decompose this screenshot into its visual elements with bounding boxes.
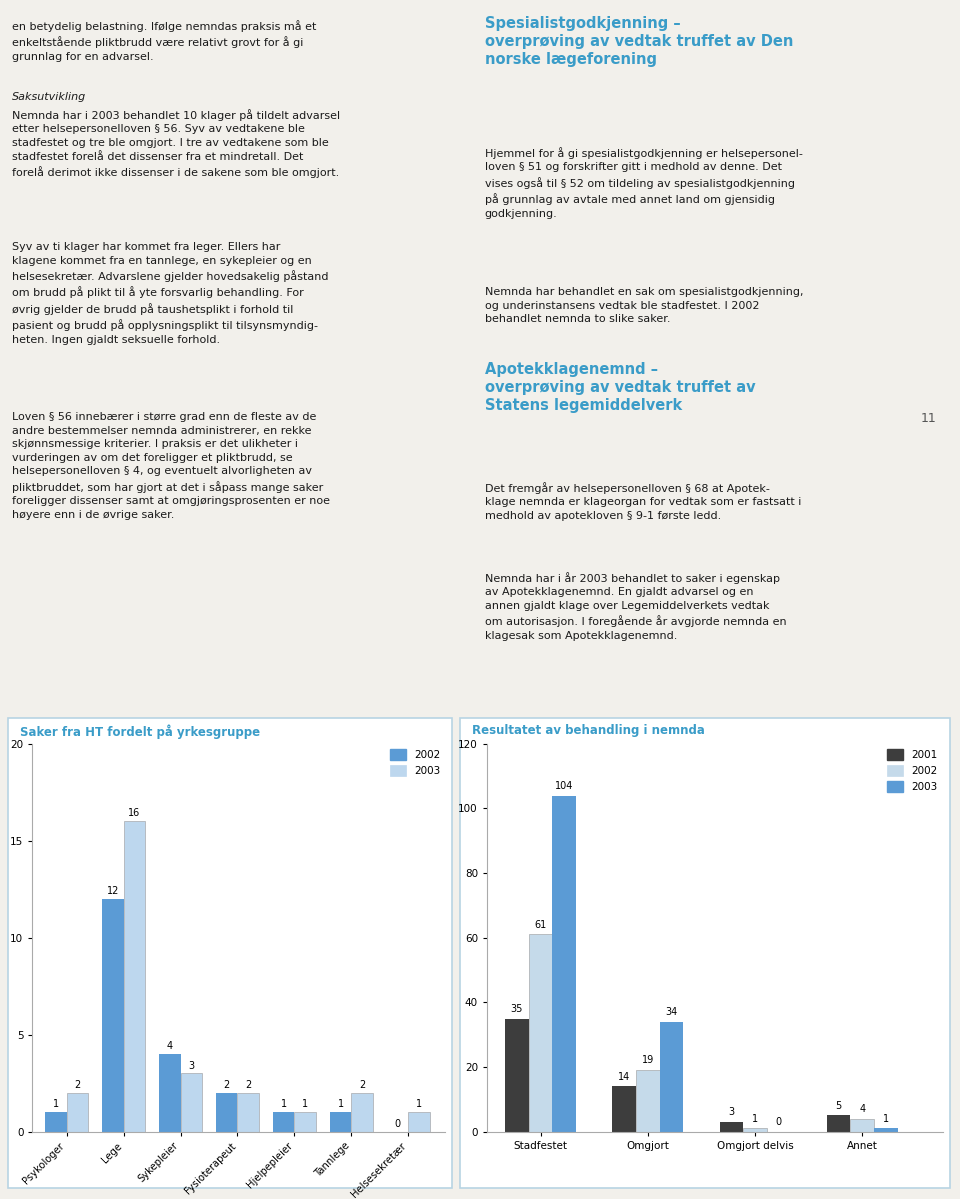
Text: 0: 0	[776, 1116, 781, 1127]
Text: 2: 2	[245, 1080, 252, 1090]
Text: Saksutvikling: Saksutvikling	[12, 92, 85, 102]
Bar	[720, 1122, 743, 1132]
Text: Nemnda har i år 2003 behandlet to saker i egenskap
av Apotekklagenemnd. En gjald: Nemnda har i år 2003 behandlet to saker …	[485, 572, 786, 641]
Text: 34: 34	[665, 1007, 678, 1017]
Bar	[827, 1115, 851, 1132]
Bar	[295, 1113, 316, 1132]
Text: 1: 1	[280, 1099, 287, 1109]
Bar	[743, 1128, 767, 1132]
Text: 1: 1	[883, 1114, 889, 1123]
Text: Spesialistgodkjenning –
overprøving av vedtak truffet av Den
norske lægeforening: Spesialistgodkjenning – overprøving av v…	[485, 16, 793, 67]
Bar	[216, 1092, 237, 1132]
Bar	[636, 1071, 660, 1132]
Text: 2: 2	[359, 1080, 366, 1090]
Bar	[158, 1054, 180, 1132]
Bar	[660, 1022, 684, 1132]
Legend: 2001, 2002, 2003: 2001, 2002, 2003	[887, 749, 938, 793]
Legend: 2002, 2003: 2002, 2003	[390, 749, 440, 776]
Text: 1: 1	[752, 1114, 758, 1123]
Text: 1: 1	[338, 1099, 344, 1109]
Bar	[273, 1113, 295, 1132]
Bar	[612, 1086, 636, 1132]
Text: 2: 2	[74, 1080, 81, 1090]
Text: 12: 12	[107, 886, 119, 896]
Text: 3: 3	[188, 1061, 194, 1071]
Bar	[529, 934, 552, 1132]
Text: 5: 5	[835, 1101, 842, 1110]
Text: en betydelig belastning. Ifølge nemndas praksis må et
enkeltstående pliktbrudd v: en betydelig belastning. Ifølge nemndas …	[12, 20, 316, 62]
Text: 16: 16	[129, 808, 140, 819]
Bar	[874, 1128, 898, 1132]
Bar	[329, 1113, 351, 1132]
Text: Hjemmel for å gi spesialistgodkjenning er helsepersonel-
loven § 51 og forskrift: Hjemmel for å gi spesialistgodkjenning e…	[485, 147, 803, 219]
Text: 19: 19	[641, 1055, 654, 1066]
Bar	[180, 1073, 203, 1132]
Text: Loven § 56 innebærer i større grad enn de fleste av de
andre bestemmelser nemnda: Loven § 56 innebærer i større grad enn d…	[12, 412, 329, 520]
Text: 4: 4	[167, 1041, 173, 1052]
Text: 2: 2	[224, 1080, 229, 1090]
Text: 0: 0	[395, 1119, 400, 1128]
Text: 1: 1	[302, 1099, 308, 1109]
Bar	[45, 1113, 66, 1132]
Text: Det fremgår av helsepersonelloven § 68 at Apotek-
klage nemnda er klageorgan for: Det fremgår av helsepersonelloven § 68 a…	[485, 482, 802, 522]
Text: 35: 35	[511, 1004, 523, 1013]
Text: 104: 104	[555, 781, 573, 790]
Text: 11: 11	[921, 412, 936, 424]
Bar	[851, 1119, 874, 1132]
Bar	[66, 1092, 88, 1132]
Bar	[124, 821, 145, 1132]
Text: Syv av ti klager har kommet fra leger. Ellers har
klagene kommet fra en tannlege: Syv av ti klager har kommet fra leger. E…	[12, 242, 328, 344]
Text: Resultatet av behandling i nemnda: Resultatet av behandling i nemnda	[471, 724, 705, 737]
Bar	[351, 1092, 373, 1132]
Text: 4: 4	[859, 1104, 865, 1114]
Bar	[102, 899, 124, 1132]
Text: Nemnda har behandlet en sak om spesialistgodkjenning,
og underinstansens vedtak : Nemnda har behandlet en sak om spesialis…	[485, 287, 804, 324]
Text: Saker fra HT fordelt på yrkesgruppe: Saker fra HT fordelt på yrkesgruppe	[19, 724, 259, 739]
Bar	[505, 1018, 529, 1132]
Bar	[408, 1113, 430, 1132]
Text: 3: 3	[729, 1107, 734, 1117]
Text: 1: 1	[53, 1099, 59, 1109]
Text: 14: 14	[618, 1072, 631, 1081]
Bar	[552, 796, 576, 1132]
Text: 61: 61	[535, 920, 546, 929]
Text: Apotekklagenemnd –
overprøving av vedtak truffet av
Statens legemiddelverk: Apotekklagenemnd – overprøving av vedtak…	[485, 362, 756, 412]
Bar	[237, 1092, 259, 1132]
Text: 1: 1	[416, 1099, 422, 1109]
Text: Nemnda har i 2003 behandlet 10 klager på tildelt advarsel
etter helsepersonellov: Nemnda har i 2003 behandlet 10 klager på…	[12, 109, 340, 179]
